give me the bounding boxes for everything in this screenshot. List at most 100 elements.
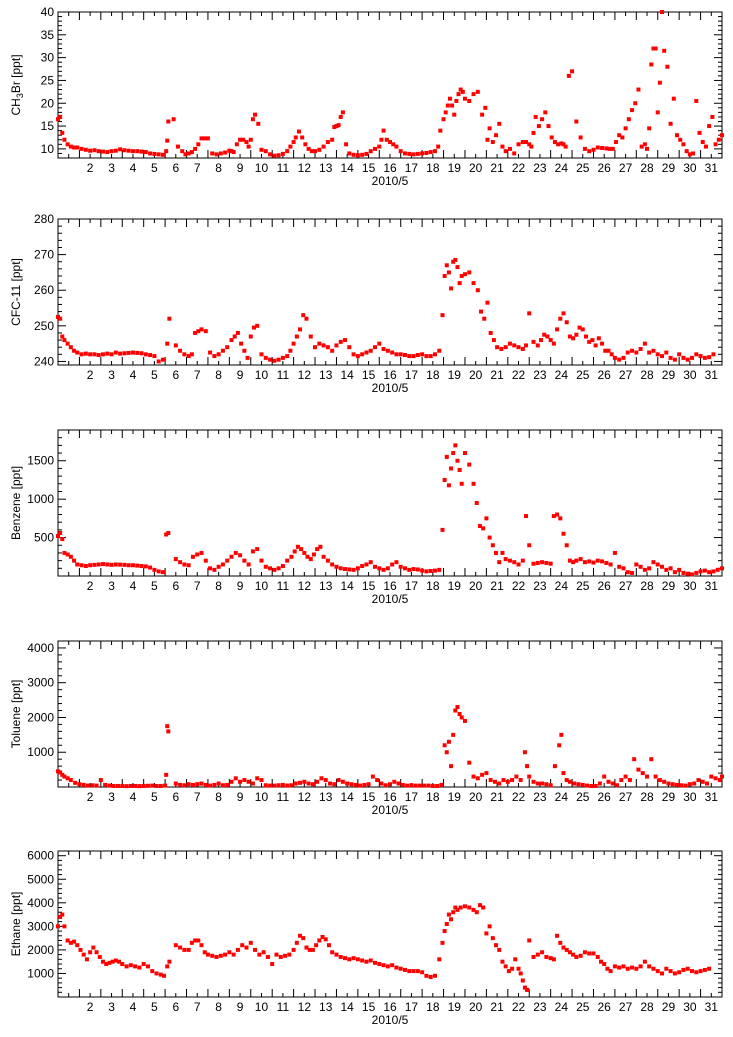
data-point bbox=[186, 782, 191, 787]
data-point bbox=[72, 348, 77, 353]
x-tick-label: 2 bbox=[87, 790, 94, 804]
data-point bbox=[451, 451, 456, 456]
data-point bbox=[702, 568, 707, 573]
data-point bbox=[647, 566, 652, 571]
data-point bbox=[503, 557, 508, 562]
y-tick-label: 25 bbox=[41, 73, 55, 87]
data-point bbox=[590, 338, 595, 343]
data-point bbox=[651, 46, 656, 51]
data-point bbox=[92, 352, 97, 357]
data-point bbox=[100, 149, 105, 154]
data-point bbox=[160, 357, 165, 362]
data-point bbox=[471, 281, 476, 286]
data-point bbox=[497, 781, 502, 786]
data-point bbox=[139, 351, 144, 356]
data-points bbox=[56, 705, 724, 789]
y-tick-label: 2000 bbox=[27, 943, 54, 957]
data-point bbox=[301, 936, 306, 941]
data-point bbox=[462, 451, 467, 456]
data-point bbox=[608, 562, 613, 567]
y-tick-label: 1500 bbox=[27, 454, 54, 468]
x-tick-label: 4 bbox=[130, 790, 137, 804]
data-point bbox=[68, 940, 73, 945]
data-point bbox=[165, 724, 170, 729]
data-point bbox=[467, 270, 472, 275]
data-point bbox=[400, 782, 405, 787]
data-point bbox=[133, 783, 138, 788]
data-point bbox=[272, 567, 277, 572]
data-point bbox=[432, 149, 437, 154]
data-point bbox=[285, 149, 290, 154]
data-point bbox=[606, 779, 611, 784]
x-tick-label: 11 bbox=[277, 579, 290, 593]
y-tick-label: 10 bbox=[41, 142, 55, 156]
data-point bbox=[143, 150, 148, 155]
data-point bbox=[323, 778, 328, 783]
data-point bbox=[328, 781, 333, 786]
data-point bbox=[285, 783, 290, 788]
data-point bbox=[175, 144, 180, 149]
x-tick-label: 8 bbox=[215, 161, 222, 175]
x-tick-label: 18 bbox=[426, 368, 440, 382]
data-point bbox=[126, 563, 131, 568]
data-point bbox=[113, 562, 118, 567]
data-point bbox=[623, 774, 628, 779]
data-point bbox=[379, 137, 384, 142]
x-tick-label: 29 bbox=[662, 161, 676, 175]
data-point bbox=[685, 571, 690, 576]
data-point bbox=[600, 145, 605, 150]
data-point bbox=[544, 782, 549, 787]
data-point bbox=[475, 89, 480, 94]
data-point bbox=[494, 943, 499, 948]
data-point bbox=[88, 950, 93, 955]
data-point bbox=[665, 64, 670, 69]
data-point bbox=[600, 559, 605, 564]
x-tick-label: 22 bbox=[512, 790, 526, 804]
data-point bbox=[551, 341, 556, 346]
data-point bbox=[216, 564, 221, 569]
data-point bbox=[507, 341, 512, 346]
data-point bbox=[516, 966, 521, 971]
data-point bbox=[340, 779, 345, 784]
data-point bbox=[141, 783, 146, 788]
data-point bbox=[595, 145, 600, 150]
data-point bbox=[527, 311, 532, 316]
data-point bbox=[251, 325, 256, 330]
data-point bbox=[471, 481, 476, 486]
data-point bbox=[166, 729, 171, 734]
data-point bbox=[152, 567, 157, 572]
data-point bbox=[442, 743, 447, 748]
data-point bbox=[223, 952, 228, 957]
data-point bbox=[555, 512, 560, 517]
data-point bbox=[484, 931, 489, 936]
y-axis-title-rest: Br [ppt] bbox=[9, 54, 23, 93]
data-point bbox=[182, 562, 187, 567]
x-tick-label: 23 bbox=[533, 579, 547, 593]
data-point bbox=[165, 341, 170, 346]
data-point bbox=[115, 783, 120, 788]
data-point bbox=[193, 330, 198, 335]
data-point bbox=[453, 905, 458, 910]
data-point bbox=[685, 966, 690, 971]
y-tick-label: 15 bbox=[41, 119, 55, 133]
data-point bbox=[567, 558, 572, 563]
data-point bbox=[307, 947, 312, 952]
data-point bbox=[229, 149, 234, 154]
data-point bbox=[235, 947, 240, 952]
data-point bbox=[62, 338, 67, 343]
data-point bbox=[178, 348, 183, 353]
x-tick-label: 4 bbox=[130, 161, 137, 175]
x-tick-label: 24 bbox=[555, 790, 569, 804]
data-point bbox=[199, 327, 204, 332]
data-point bbox=[488, 330, 493, 335]
data-point bbox=[263, 564, 268, 569]
data-point bbox=[381, 128, 386, 133]
x-tick-label: 4 bbox=[130, 368, 137, 382]
x-tick-label: 3 bbox=[108, 1000, 115, 1014]
data-points bbox=[56, 10, 724, 158]
data-points bbox=[56, 903, 712, 992]
data-point bbox=[288, 348, 293, 353]
y-tick-label: 3000 bbox=[27, 676, 54, 690]
data-point bbox=[606, 348, 611, 353]
data-point bbox=[619, 778, 624, 783]
